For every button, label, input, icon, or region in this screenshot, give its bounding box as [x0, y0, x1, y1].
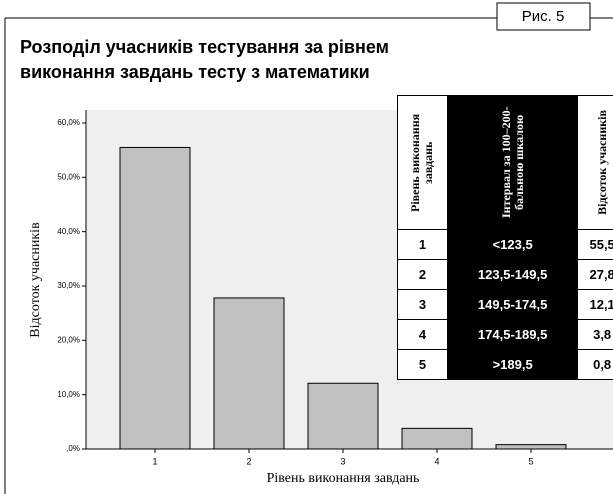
- y-tick-label: 20,0%: [57, 335, 80, 344]
- table: Рівень виконання завдань Інтервал за 100–…: [397, 95, 613, 381]
- bar: [307, 382, 379, 450]
- table-header: Рівень виконання завдань: [397, 95, 448, 230]
- badge: Рис. 5: [522, 8, 565, 25]
- table-row: 3 149,5-174,5 12,1: [397, 289, 613, 320]
- y-tick-label: 30,0%: [57, 281, 80, 290]
- table-cell: 123,5-149,5: [446, 259, 579, 290]
- x-tick-label: 2: [246, 456, 251, 466]
- chart-title: виконання завдань тесту з математики: [20, 62, 370, 82]
- bar: [401, 427, 473, 450]
- table-cell: 3: [397, 289, 448, 320]
- table-row: 4 174,5-189,5 3,8: [397, 319, 613, 350]
- badge-box: [496, 2, 591, 31]
- table-row: 1 <123,5 55,5: [397, 229, 613, 260]
- table-header: Інтервал за 100–200-бальною шкалою: [446, 95, 579, 230]
- table-header: Відсоток учасників: [577, 95, 613, 230]
- table-cell: 174,5-189,5: [446, 319, 579, 350]
- x-tick-label: 5: [528, 456, 533, 466]
- table-cell: 1: [397, 229, 448, 260]
- y-tick-label: ,0%: [66, 444, 80, 453]
- table-cell: 27,8: [577, 259, 613, 290]
- table-cell: 2: [397, 259, 448, 290]
- table-cell: >189,5: [446, 349, 579, 380]
- y-axis-label: Відсоток учасників: [28, 222, 43, 338]
- y-tick-label: 50,0%: [57, 172, 80, 181]
- table-cell: 3,8: [577, 319, 613, 350]
- table-cell: 5: [397, 349, 448, 380]
- table-row: 2 123,5-149,5 27,8: [397, 259, 613, 290]
- table-cell: 55,5: [577, 229, 613, 260]
- header-text: Рівень виконання завдань: [408, 113, 436, 212]
- table-cell: 0,8: [577, 349, 613, 380]
- y-tick-label: 40,0%: [57, 227, 80, 236]
- bar: [213, 297, 285, 450]
- header-text: Інтервал за 100–200-бальною шкалою: [498, 106, 526, 219]
- table-cell: 4: [397, 319, 448, 350]
- x-tick-label: 1: [152, 456, 157, 466]
- table-cell: 12,1: [577, 289, 613, 320]
- bar: [495, 444, 567, 450]
- table-row: 5 >189,5 0,8: [397, 349, 613, 380]
- table-cell: <123,5: [446, 229, 579, 260]
- table-cell: 149,5-174,5: [446, 289, 579, 320]
- x-tick-label: 4: [434, 456, 439, 466]
- chart-title: Розподіл учасників тестування за рівнем: [20, 37, 389, 57]
- y-tick-label: 60,0%: [57, 118, 80, 127]
- y-tick-label: 10,0%: [57, 390, 80, 399]
- bar: [119, 146, 191, 450]
- x-tick-label: 3: [340, 456, 345, 466]
- x-axis-label: Рівень виконання завдань: [267, 471, 420, 486]
- header-text: Відсоток учасників: [594, 110, 609, 215]
